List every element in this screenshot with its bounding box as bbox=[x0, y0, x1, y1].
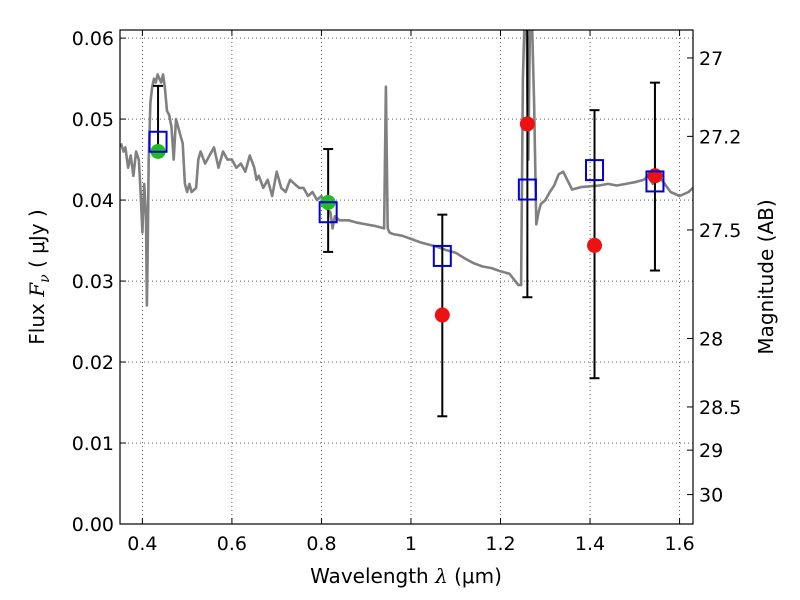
x-axis-title-prefix: Wavelength bbox=[310, 564, 435, 588]
x-tick-label: 1.4 bbox=[575, 533, 605, 555]
y-axis-title: Flux Fν ( μJy ) bbox=[25, 209, 53, 344]
x-axis-title-unit: (μm) bbox=[448, 564, 502, 588]
y2-tick-label: 29 bbox=[699, 440, 723, 462]
x-axis-title: Wavelength λ (μm) bbox=[310, 564, 502, 588]
bandpass-marker bbox=[645, 170, 665, 193]
y-tick-label: 0.06 bbox=[72, 28, 114, 50]
y-tick-label: 0.02 bbox=[72, 352, 114, 374]
y-tick-label: 0.00 bbox=[72, 514, 114, 536]
y2-tick-label: 28.5 bbox=[699, 397, 741, 419]
y-tick-label: 0.01 bbox=[72, 433, 114, 455]
data-point-observed_nir bbox=[434, 307, 450, 323]
bandpass-marker bbox=[585, 159, 605, 182]
y2-axis-title: Magnitude (AB) bbox=[754, 199, 778, 354]
y2-tick-label: 27.5 bbox=[699, 220, 741, 242]
axes: 0.4 0.6 0.8 1 1.2 1.4 1.6 0.00 0.01 0.02 0.03 0.04 0… bbox=[72, 28, 742, 555]
bandpass-marker bbox=[432, 244, 452, 267]
y2-tick-label: 30 bbox=[699, 485, 723, 507]
bandpass-marker bbox=[517, 178, 537, 201]
y-tick-label: 0.03 bbox=[72, 271, 114, 293]
x-tick-label: 0.8 bbox=[306, 533, 336, 555]
bandpass-marker bbox=[148, 130, 168, 153]
data-layer bbox=[120, 30, 693, 307]
data-point-observed_nir bbox=[587, 237, 603, 253]
x-tick-label: 1.2 bbox=[485, 533, 515, 555]
x-tick-label: 1 bbox=[405, 533, 417, 555]
data-point-observed_nir bbox=[519, 116, 535, 132]
y-axis-title-symbol: F bbox=[25, 282, 49, 298]
plot-frame bbox=[119, 29, 694, 525]
y-axis-title-unit: ( μJy ) bbox=[25, 209, 49, 274]
y-axis-title-prefix: Flux bbox=[25, 297, 49, 345]
y2-tick-label: 27.2 bbox=[699, 126, 741, 148]
markers bbox=[148, 116, 665, 323]
model-spectrum-line bbox=[120, 30, 693, 307]
x-axis-title-symbol: λ bbox=[434, 564, 448, 588]
bandpass-marker bbox=[318, 201, 338, 224]
x-tick-label: 1.6 bbox=[664, 533, 694, 555]
y-tick-label: 0.04 bbox=[72, 190, 114, 212]
y-axis-title-subscript: ν bbox=[37, 274, 53, 283]
y2-tick-label: 27 bbox=[699, 48, 723, 70]
y2-tick-label: 28 bbox=[699, 328, 723, 350]
x-tick-label: 0.6 bbox=[217, 533, 247, 555]
x-tick-label: 0.4 bbox=[127, 533, 157, 555]
y-tick-label: 0.05 bbox=[72, 109, 114, 131]
